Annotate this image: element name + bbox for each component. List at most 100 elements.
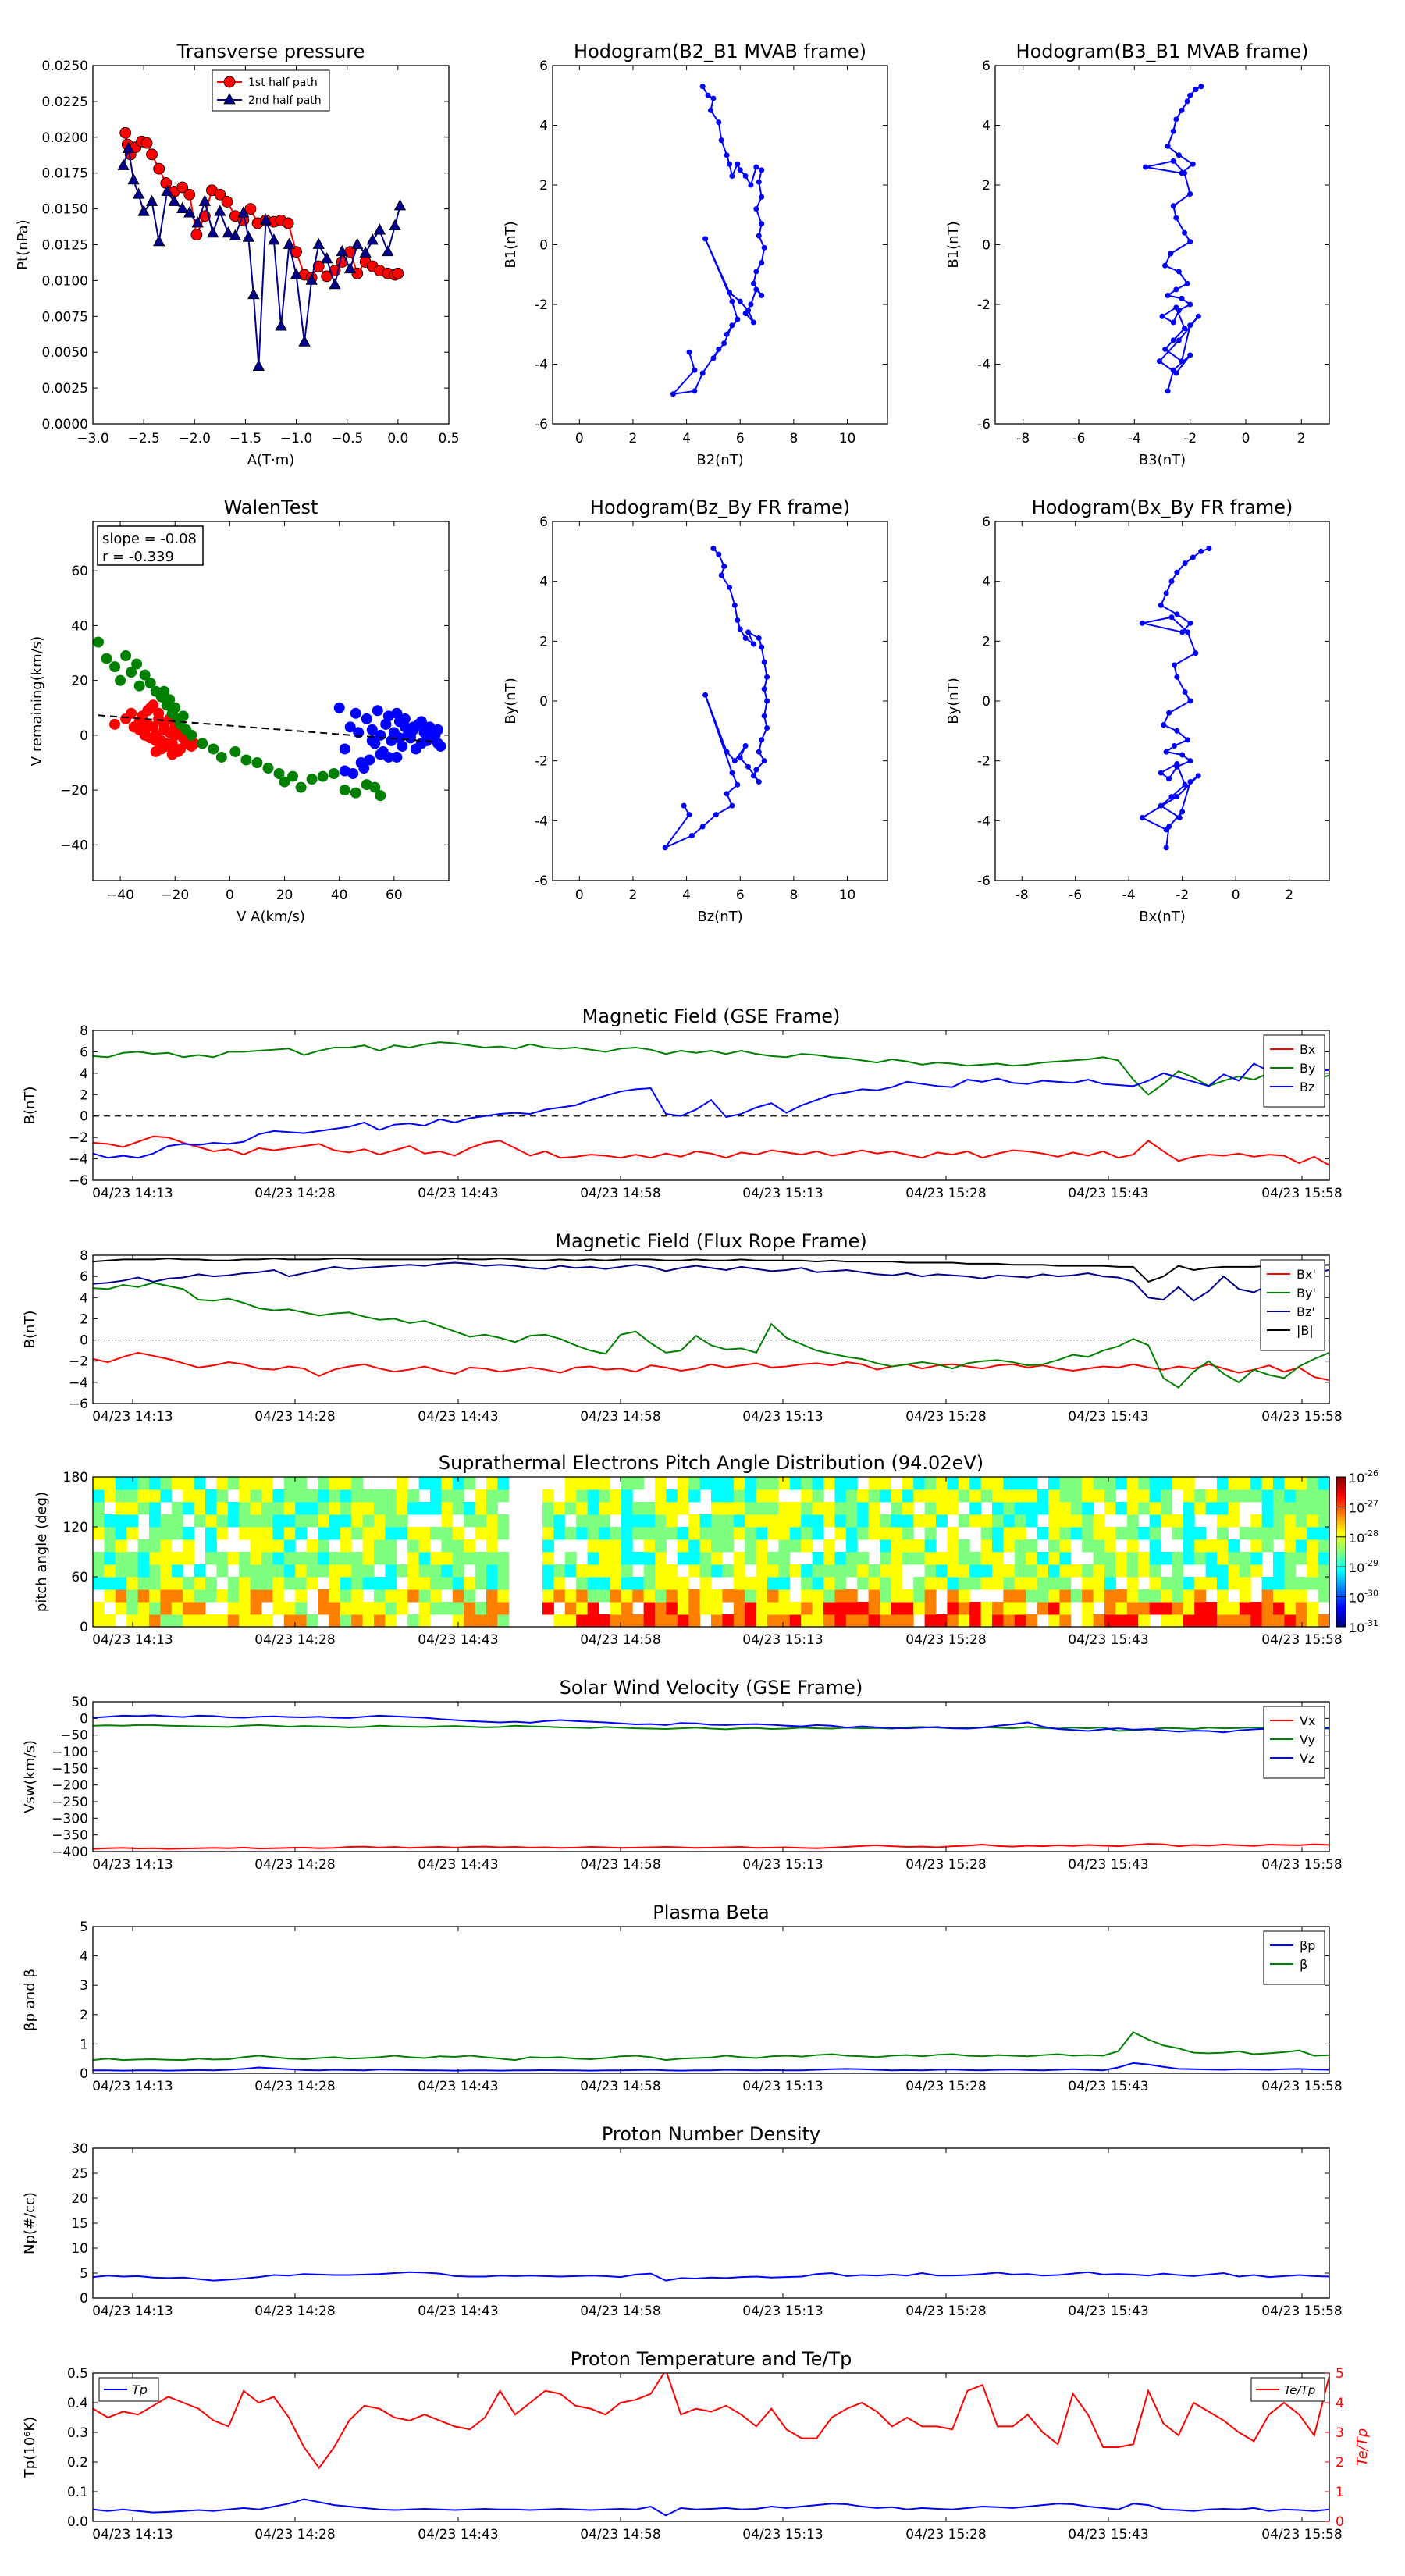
- heatmap-cell: [553, 1514, 566, 1528]
- heatmap-cell: [441, 1489, 454, 1503]
- legend-label: By': [1297, 1286, 1316, 1300]
- heatmap-cell: [362, 1614, 375, 1628]
- y-tick-label: 4: [80, 1949, 88, 1965]
- heatmap-cell: [767, 1602, 779, 1615]
- data-point: [748, 301, 754, 308]
- heatmap-cell: [452, 1564, 464, 1578]
- heatmap-cell: [295, 1589, 308, 1603]
- data-point: [109, 718, 121, 730]
- data-point: [109, 661, 121, 673]
- x-tick-label: -8: [1016, 888, 1029, 903]
- heatmap-cell: [1172, 1527, 1184, 1540]
- heatmap-cell: [171, 1477, 183, 1490]
- heatmap-cell: [576, 1514, 589, 1528]
- data-point: [1173, 286, 1179, 293]
- heatmap-cell: [936, 1614, 948, 1628]
- heatmap-cell: [340, 1539, 352, 1553]
- heatmap-cell: [1014, 1502, 1026, 1515]
- heatmap-cell: [407, 1539, 420, 1553]
- heatmap-cell: [283, 1577, 296, 1590]
- heatmap-cell: [845, 1527, 858, 1540]
- y-axis-label: B(nT): [22, 1311, 38, 1349]
- data-point: [745, 308, 752, 314]
- heatmap-cell: [126, 1602, 139, 1615]
- annotation-text: slope = -0.08: [102, 531, 197, 547]
- heatmap-cell: [418, 1477, 431, 1490]
- data-point: [127, 173, 140, 185]
- y-tick-label: 4: [539, 575, 548, 590]
- data-point: [392, 267, 404, 279]
- heatmap-cell: [1138, 1489, 1151, 1503]
- x-tick-label: 0: [1232, 888, 1240, 903]
- heatmap-cell: [745, 1514, 757, 1528]
- data-point: [670, 391, 676, 397]
- heatmap-cell: [767, 1514, 779, 1528]
- heatmap-cell: [1104, 1614, 1116, 1628]
- heatmap-cell: [1048, 1614, 1060, 1628]
- heatmap-cell: [812, 1552, 824, 1565]
- data-point: [1179, 752, 1186, 758]
- x-tick-label: 20: [276, 888, 293, 903]
- heatmap-cell: [564, 1564, 577, 1578]
- plot-area: [670, 84, 767, 397]
- data-point: [268, 233, 280, 245]
- y-tick-label: -6: [535, 873, 548, 889]
- heatmap-cell: [1126, 1539, 1139, 1553]
- heatmap-cell: [239, 1514, 251, 1528]
- heatmap-cell: [1239, 1552, 1251, 1565]
- heatmap-cell: [137, 1502, 150, 1515]
- data-point: [692, 367, 698, 373]
- heatmap-cell: [1161, 1602, 1172, 1615]
- data-point: [1182, 560, 1188, 567]
- heatmap-cell: [778, 1602, 791, 1615]
- x-tick-label: 0: [226, 888, 234, 903]
- chart-title: Proton Temperature and Te/Tp: [571, 2348, 852, 2370]
- data-point: [729, 802, 735, 809]
- heatmap-cell: [1307, 1577, 1319, 1590]
- heatmap-cell: [778, 1564, 791, 1578]
- data-point: [133, 680, 145, 692]
- heatmap-cell: [1014, 1564, 1026, 1578]
- data-point: [1206, 546, 1212, 551]
- heatmap-cell: [745, 1552, 757, 1565]
- data-point: [1173, 215, 1179, 221]
- heatmap-cell: [756, 1552, 768, 1565]
- data-point: [347, 768, 359, 780]
- heatmap-cell: [283, 1552, 296, 1565]
- heatmap-cell: [115, 1602, 127, 1615]
- colorbar-tick-exponent: -29: [1364, 1558, 1378, 1568]
- y-tick-label: 0: [80, 1711, 88, 1727]
- series-line-Bx: [93, 1135, 1329, 1166]
- heatmap-cell: [1307, 1527, 1319, 1540]
- data-point: [273, 768, 285, 780]
- data-point: [753, 286, 759, 293]
- heatmap-cell: [1261, 1514, 1274, 1528]
- heatmap-cell: [318, 1602, 329, 1615]
- heatmap-cell: [992, 1614, 1004, 1628]
- heatmap-cell: [1026, 1489, 1038, 1503]
- y-tick-label: 25: [71, 2166, 88, 2182]
- heatmap-cell: [958, 1477, 970, 1490]
- heatmap-cell: [486, 1577, 498, 1590]
- heatmap-cell: [1026, 1552, 1038, 1565]
- heatmap-cell: [812, 1489, 824, 1503]
- heatmap-cell: [643, 1602, 656, 1615]
- y-tick-label: 0: [80, 728, 88, 744]
- data-point: [168, 194, 180, 206]
- data-point: [718, 137, 724, 144]
- heatmap-cell: [610, 1527, 622, 1540]
- heatmap-cell: [1115, 1564, 1128, 1578]
- heatmap-cell: [171, 1527, 183, 1540]
- heatmap-cell: [1059, 1577, 1072, 1590]
- heatmap-cell: [407, 1527, 420, 1540]
- heatmap-cell: [318, 1489, 329, 1503]
- series-line-Bz: [93, 1062, 1329, 1159]
- heatmap-cell: [542, 1514, 554, 1528]
- heatmap-cell: [677, 1589, 689, 1603]
- heatmap-cell: [295, 1552, 308, 1565]
- heatmap-cell: [643, 1589, 656, 1603]
- heatmap-cell: [576, 1577, 589, 1590]
- heatmap-cell: [1014, 1614, 1026, 1628]
- heatmap-cell: [542, 1539, 554, 1553]
- heatmap-cell: [643, 1527, 656, 1540]
